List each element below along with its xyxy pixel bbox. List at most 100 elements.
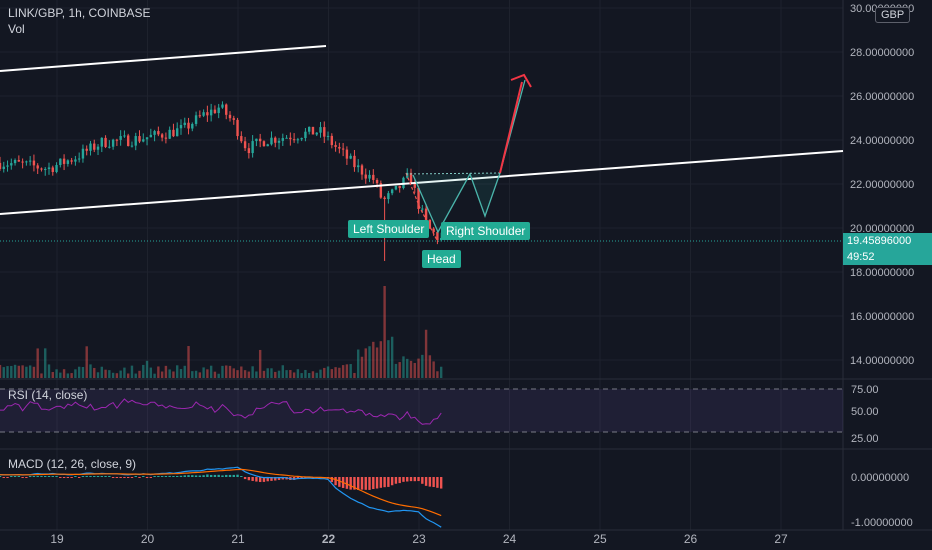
candle-body bbox=[349, 155, 352, 159]
macd-histogram-bar bbox=[225, 474, 228, 477]
macd-histogram-bar bbox=[160, 476, 164, 477]
candle-body bbox=[28, 160, 32, 162]
macd-histogram-bar bbox=[164, 476, 168, 477]
candle-body bbox=[85, 148, 88, 151]
candle-body bbox=[191, 123, 194, 129]
candle-body bbox=[296, 139, 300, 141]
volume-bar bbox=[319, 369, 322, 378]
volume-bar bbox=[172, 371, 175, 378]
macd-histogram-bar bbox=[6, 477, 9, 478]
macd-histogram-bar bbox=[59, 477, 62, 478]
signal-line bbox=[0, 468, 442, 517]
candle-body bbox=[258, 138, 262, 142]
macd-tick-label: 0.00000000 bbox=[851, 472, 909, 484]
macd-histogram-bar bbox=[123, 477, 126, 478]
volume-bar bbox=[326, 366, 330, 378]
candle-body bbox=[334, 145, 337, 147]
candle-body bbox=[194, 115, 198, 124]
volume-bar bbox=[357, 349, 360, 378]
volume-bar bbox=[285, 370, 288, 378]
volume-bar bbox=[353, 372, 356, 378]
macd-histogram-bar bbox=[96, 476, 100, 477]
macd-histogram-bar bbox=[209, 474, 213, 477]
macd-histogram-bar bbox=[40, 476, 43, 477]
symbol-title: LINK/GBP, 1h, COINBASE bbox=[8, 6, 151, 20]
candle-body bbox=[25, 161, 28, 163]
candle-body bbox=[255, 138, 258, 142]
time-tick-label: 23 bbox=[412, 532, 426, 546]
candle-body bbox=[266, 144, 269, 147]
macd-histogram-bar bbox=[93, 476, 96, 477]
macd-histogram-bar bbox=[387, 477, 390, 487]
candle-body bbox=[96, 146, 100, 150]
candle-body bbox=[232, 118, 235, 120]
candle-body bbox=[62, 158, 66, 164]
volume-bar bbox=[28, 365, 32, 378]
macd-histogram-bar bbox=[213, 474, 217, 477]
macd-histogram-bar bbox=[51, 476, 54, 477]
volume-bar bbox=[232, 368, 235, 378]
macd-histogram-bar bbox=[406, 477, 409, 482]
rsi-tick-label: 75.00 bbox=[851, 384, 879, 396]
macd-histogram-bar bbox=[36, 475, 39, 477]
left-shoulder-label: Left Shoulder bbox=[348, 220, 430, 238]
macd-histogram-bar bbox=[232, 474, 235, 477]
candle-body bbox=[123, 135, 126, 137]
macd-histogram-bar bbox=[62, 477, 66, 478]
candle-body bbox=[213, 109, 217, 114]
candle-body bbox=[398, 185, 401, 189]
candle-body bbox=[277, 140, 281, 143]
volume-bar bbox=[10, 365, 13, 378]
volume-bar bbox=[296, 369, 300, 378]
candle-body bbox=[179, 125, 183, 129]
trendlines[interactable] bbox=[0, 45, 844, 243]
macd-histogram-bar bbox=[183, 475, 186, 477]
macd-histogram-bar bbox=[428, 477, 432, 487]
volume-bar bbox=[221, 365, 224, 378]
volume-bar bbox=[115, 373, 119, 378]
candle-body bbox=[70, 160, 73, 162]
volume-bar bbox=[21, 365, 24, 378]
head-label: Head bbox=[422, 250, 461, 268]
volume-bar bbox=[225, 365, 228, 378]
macd-histogram-bar bbox=[281, 477, 284, 480]
macd-histogram-bar bbox=[398, 477, 401, 484]
volume-bar bbox=[66, 373, 70, 378]
volume-bar bbox=[364, 348, 367, 378]
macd-histogram-bar bbox=[100, 476, 103, 477]
volume-bar bbox=[349, 364, 352, 378]
candle-body bbox=[307, 126, 311, 132]
volume-bar bbox=[93, 367, 96, 378]
volume-bar bbox=[206, 369, 209, 378]
macd-histogram-bar bbox=[417, 477, 420, 482]
candle-body bbox=[209, 109, 213, 116]
candle-body bbox=[292, 139, 296, 141]
currency-badge[interactable]: GBP bbox=[875, 7, 911, 23]
macd-histogram-bar bbox=[364, 477, 367, 490]
volume-bar bbox=[164, 365, 168, 378]
volume-bar bbox=[323, 367, 326, 378]
macd-histogram-bar bbox=[360, 477, 364, 490]
macd-histogram-bar bbox=[108, 476, 111, 477]
candle-body bbox=[0, 162, 2, 169]
macd-histogram-bar bbox=[70, 477, 73, 478]
macd-histogram-bar bbox=[55, 476, 58, 477]
volume-bar bbox=[89, 364, 92, 378]
candle-body bbox=[240, 136, 243, 142]
volume-bar bbox=[17, 365, 21, 378]
volume-bar bbox=[330, 369, 334, 378]
candle-body bbox=[198, 115, 202, 117]
macd-histogram-bar bbox=[74, 476, 77, 477]
rsi-pane bbox=[0, 388, 843, 433]
macd-histogram-bar bbox=[17, 476, 21, 477]
macd-histogram-bar bbox=[104, 476, 107, 477]
candle-body bbox=[319, 127, 322, 133]
macd-histogram-bar bbox=[277, 477, 281, 480]
volume-bar bbox=[130, 365, 134, 378]
volume-bar bbox=[85, 346, 88, 378]
volume-bar bbox=[108, 370, 111, 378]
macd-histogram-bar bbox=[194, 475, 198, 477]
candle-body bbox=[221, 104, 224, 108]
